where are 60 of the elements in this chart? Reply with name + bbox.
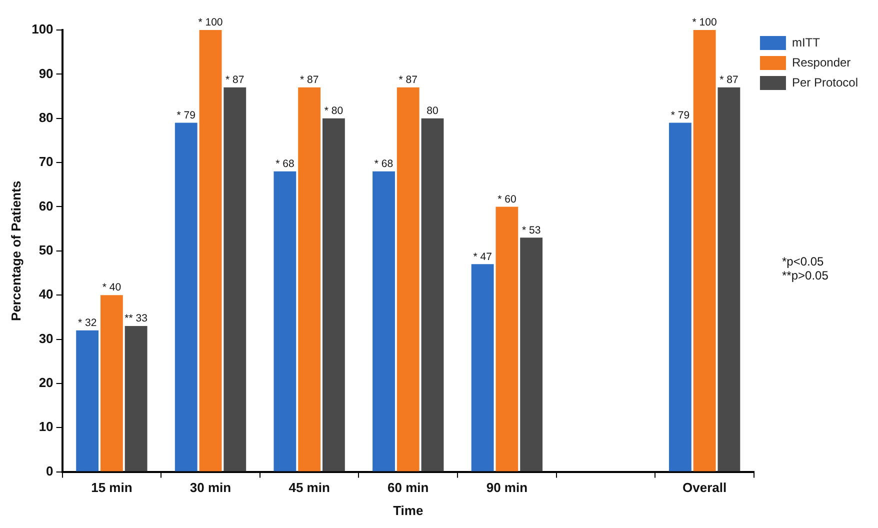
y-tick-label: 0 xyxy=(46,463,54,478)
data-label: * 87 xyxy=(300,74,319,86)
y-tick-label: 20 xyxy=(38,375,54,390)
bar xyxy=(496,206,518,472)
data-label: * 79 xyxy=(176,109,196,122)
bar xyxy=(124,326,148,472)
bar xyxy=(520,238,543,472)
data-label: * 79 xyxy=(670,109,690,122)
bar xyxy=(693,30,716,472)
legend-label: Responder xyxy=(792,55,851,70)
y-tick-label: 100 xyxy=(32,22,54,37)
x-tick-label: 15 min xyxy=(91,480,132,496)
y-tick-label: 80 xyxy=(38,110,54,125)
bar xyxy=(396,87,420,472)
data-label: * 100 xyxy=(198,16,223,29)
data-label: * 68 xyxy=(276,158,294,170)
data-label: * 47 xyxy=(473,250,492,263)
y-tick-label: 70 xyxy=(38,154,54,170)
y-tick-label: 30 xyxy=(38,330,54,346)
legend-label: mITT xyxy=(792,35,821,50)
y-tick-label: 10 xyxy=(38,419,54,434)
data-label: * 60 xyxy=(498,193,516,206)
y-tick-label: 90 xyxy=(38,66,54,81)
x-tick-label: 45 min xyxy=(288,480,330,496)
x-tick-label: 30 min xyxy=(190,480,232,496)
y-tick-label: 50 xyxy=(38,242,54,258)
bar xyxy=(274,171,296,472)
data-label: * 87 xyxy=(398,74,418,86)
y-axis-title: Percentage of Patients xyxy=(8,180,24,321)
x-tick-label: 90 min xyxy=(486,480,528,496)
data-label: * 100 xyxy=(692,16,717,29)
data-label: * 32 xyxy=(78,317,97,330)
bar xyxy=(298,87,321,472)
data-label: * 68 xyxy=(374,158,394,170)
bar xyxy=(668,122,692,472)
bar xyxy=(471,264,494,472)
y-tick-label: 60 xyxy=(38,198,54,214)
bar xyxy=(224,87,246,472)
data-label: * 40 xyxy=(102,282,122,294)
bar xyxy=(199,30,222,472)
data-label: ** 33 xyxy=(124,312,148,325)
data-label: * 87 xyxy=(720,74,738,86)
bar xyxy=(322,118,345,472)
text: *p<0.05 xyxy=(782,254,824,268)
data-label: * 80 xyxy=(324,105,344,117)
x-tick-label: Overall xyxy=(682,480,727,496)
bar xyxy=(718,87,740,472)
x-tick-label: 60 min xyxy=(388,480,429,496)
bar xyxy=(372,171,395,472)
data-label: 80 xyxy=(426,105,438,117)
bar xyxy=(100,295,123,472)
legend-label: Per Protocol xyxy=(792,75,858,90)
data-label: * 53 xyxy=(522,224,541,236)
y-tick-label: 40 xyxy=(38,286,54,302)
data-label: * 87 xyxy=(226,74,244,86)
bar xyxy=(174,122,198,472)
bar xyxy=(76,330,99,472)
bar xyxy=(421,118,444,472)
x-axis-title: Time xyxy=(393,502,424,518)
text: **p>0.05 xyxy=(782,268,829,282)
